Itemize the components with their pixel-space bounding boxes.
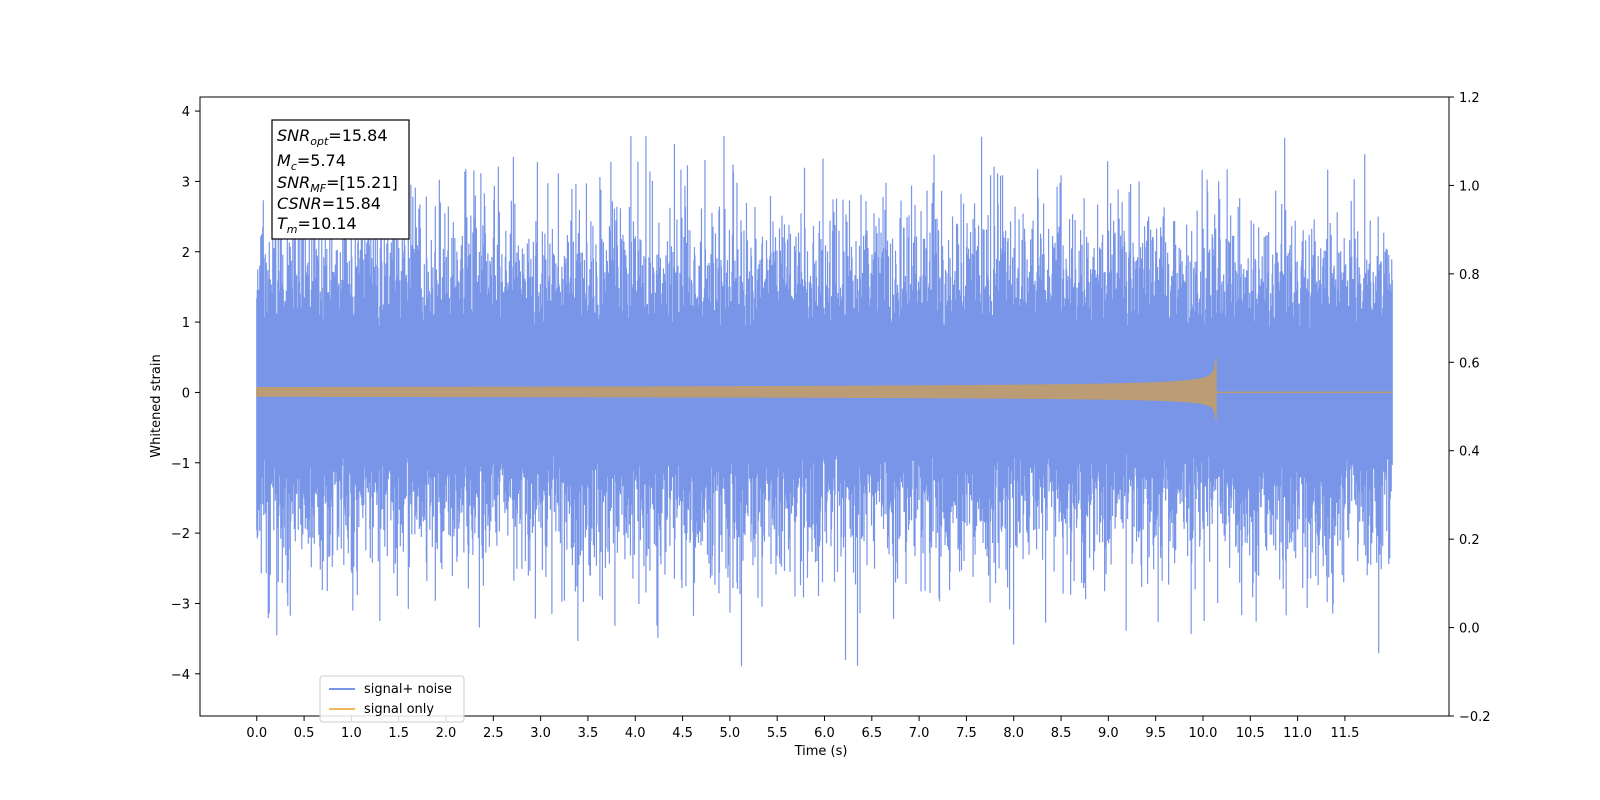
x-tick-label: 7.0	[909, 726, 930, 741]
x-tick-label: 5.5	[767, 726, 788, 741]
legend-label-signal-noise: signal+ noise	[364, 682, 452, 697]
x-tick-label: 0.5	[294, 726, 315, 741]
y-tick-label: 2	[182, 246, 190, 261]
x-tick-label: 10.5	[1236, 726, 1265, 741]
y-axis-right: 1.2 1.0 0.8 0.6 0.4 0.2 0.0 −0.2	[1449, 91, 1491, 725]
annotation-tm: Tm=10.14	[277, 214, 357, 236]
annotation-box: SNRopt=15.84 Mc=5.74 SNRMF=[15.21] CSNR=…	[271, 119, 410, 240]
annotation-mc: Mc=5.74	[277, 151, 346, 173]
y-tick-label: −2	[171, 527, 190, 542]
x-tick-label: 8.5	[1051, 726, 1072, 741]
y2-tick-label: 1.2	[1459, 91, 1480, 106]
annotation-frame	[271, 119, 410, 240]
x-tick-label: 6.5	[861, 726, 882, 741]
y2-tick-label: 0.4	[1459, 445, 1480, 460]
annotation-csnr: CSNR=15.84	[277, 194, 381, 213]
legend-label-signal-only: signal only	[364, 702, 434, 717]
x-tick-label: 9.5	[1145, 726, 1166, 741]
x-tick-label: 2.0	[436, 726, 457, 741]
plot-area	[256, 136, 1393, 667]
x-tick-label: 2.5	[483, 726, 504, 741]
legend: signal+ noise signal only	[319, 675, 465, 723]
y-tick-label: −1	[171, 457, 190, 472]
x-tick-label: 11.5	[1330, 726, 1359, 741]
x-tick-label: 11.0	[1283, 726, 1312, 741]
x-tick-label: 4.0	[625, 726, 646, 741]
x-tick-label: 3.0	[530, 726, 551, 741]
x-tick-label: 6.0	[814, 726, 835, 741]
x-tick-label: 9.0	[1098, 726, 1119, 741]
y-tick-label: 3	[182, 175, 190, 190]
x-tick-label: 4.5	[672, 726, 693, 741]
x-tick-label: 1.0	[341, 726, 362, 741]
x-tick-label: 7.5	[956, 726, 977, 741]
x-tick-label: 5.0	[720, 726, 741, 741]
y-tick-label: 4	[182, 105, 190, 120]
y2-tick-label: 0.2	[1459, 533, 1480, 548]
annotation-snr-opt: SNRopt=15.84	[277, 126, 388, 148]
y2-tick-label: 0.8	[1459, 268, 1480, 283]
y-axis-left: 4 3 2 1 0 −1 −2 −3 −4	[171, 105, 200, 683]
x-tick-label: 3.5	[578, 726, 599, 741]
y2-tick-label: 0.6	[1459, 356, 1480, 371]
y2-tick-label: 0.0	[1459, 622, 1480, 637]
y2-tick-label: −0.2	[1459, 710, 1491, 725]
x-tick-label: 1.5	[388, 726, 409, 741]
y2-tick-label: 1.0	[1459, 179, 1480, 194]
x-tick-label: 8.0	[1003, 726, 1024, 741]
y-axis-label: Whitened strain	[149, 354, 164, 457]
annotation-snr-mf: SNRMF=[15.21]	[277, 173, 398, 195]
legend-frame	[319, 675, 465, 723]
y-tick-label: −4	[171, 668, 190, 683]
x-axis: 0.0 0.5 1.0 1.5 2.0 2.5 3.0 3.5 4.0 4.5 5.0 5.5 6.0 6…	[246, 716, 1359, 741]
y-tick-label: 1	[182, 316, 190, 331]
x-tick-label: 10.0	[1189, 726, 1218, 741]
series-signal-noise	[256, 136, 1393, 667]
series-signal-only	[256, 357, 1217, 421]
x-tick-label: 0.0	[246, 726, 267, 741]
y-tick-label: −3	[171, 597, 190, 612]
y-tick-label: 0	[182, 386, 190, 401]
x-axis-label: Time (s)	[794, 744, 848, 759]
